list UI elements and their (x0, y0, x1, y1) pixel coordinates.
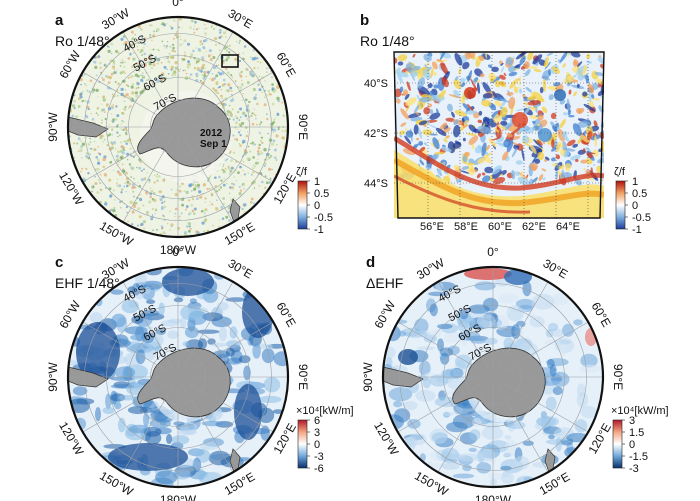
colorbar-tick-label: 1 (314, 176, 320, 188)
colorbar-tick-label: -3 (629, 463, 639, 475)
x-tick-label: 56°E (420, 221, 444, 233)
colorbar-tick-label: 0 (314, 439, 320, 451)
longitude-label: 90°W (46, 112, 60, 142)
colorbar-ramp (612, 419, 623, 469)
longitude-label: 30°E (226, 6, 256, 31)
colorbar-tick-label: 0 (629, 439, 635, 451)
colorbar-tick-label: 0.5 (314, 188, 329, 200)
longitude-label: 30°E (541, 256, 571, 281)
longitude-label: 60°E (274, 50, 299, 80)
antarctica-landmass (452, 347, 546, 418)
colorbar-tick-label: 3 (314, 427, 320, 439)
panel-title: EHF 1/48° (55, 275, 120, 291)
longitude-label: 90°E (296, 364, 310, 390)
colorbar-tick-label: -1.5 (629, 451, 648, 463)
colorbar-tick-label: 1.5 (629, 427, 644, 439)
x-tick-label: 58°E (454, 221, 478, 233)
longitude-label: 180°W (475, 493, 512, 501)
panel-title: Ro 1/48° (360, 33, 415, 49)
antarctica-landmass (137, 347, 231, 418)
y-tick-label: 42°S (364, 128, 388, 140)
x-tick-label: 64°E (556, 221, 580, 233)
colorbar-tick-label: 0 (632, 200, 638, 212)
longitude-label: 0° (487, 245, 499, 259)
colorbar-title: ζ/f (296, 166, 308, 178)
colorbar-title: ×10⁴[kW/m] (611, 405, 669, 417)
panel-letter: b (360, 12, 369, 29)
panel-letter: d (366, 254, 375, 271)
y-tick-label: 40°S (364, 78, 388, 90)
colorbar-tick-label: -6 (314, 463, 324, 475)
polar-map-c: 0°30°E60°E90°E120°E150°E180°W150°W120°W9… (46, 245, 310, 501)
date-annotation-day: Sep 1 (200, 139, 227, 150)
panel-title: Ro 1/48° (55, 33, 110, 49)
map-outer-ring (381, 265, 605, 489)
date-annotation-year: 2012 (200, 128, 223, 139)
longitude-label: 60°E (589, 300, 614, 330)
regional-map-frame (393, 51, 605, 219)
longitude-label: 90°W (46, 362, 60, 392)
colorbar-ramp (297, 419, 308, 469)
colorbar-tick-label: -3 (314, 451, 324, 463)
colorbar-tick-label: 0 (314, 200, 320, 212)
colorbar-ramp (615, 180, 626, 230)
longitude-label: 0° (172, 245, 184, 259)
colorbar-title: ×10⁴[kW/m] (296, 405, 354, 417)
longitude-label: 60°E (274, 300, 299, 330)
antarctica-landmass (137, 97, 231, 168)
polar-map-d: 0°30°E60°E90°E120°E150°E180°W150°W120°W9… (361, 245, 625, 501)
colorbar-title: ζ/f (614, 166, 626, 178)
colorbar-tick-label: -1 (632, 224, 642, 236)
longitude-label: 30°E (226, 256, 256, 281)
colorbar-d: ×10⁴[kW/m]31.50-1.5-3 (611, 405, 669, 475)
colorbar-b: ζ/f 10.50-0.5-1 (614, 166, 651, 236)
zoom-region-box (221, 54, 239, 68)
colorbar-tick-label: 0.5 (632, 188, 647, 200)
panel-letter: c (55, 254, 63, 271)
map-outer-ring (66, 265, 290, 489)
panel-title: ΔEHF (366, 275, 403, 291)
longitude-label: 90°E (611, 364, 625, 390)
panel-letter: a (55, 12, 64, 29)
colorbar-tick-label: -0.5 (632, 212, 651, 224)
colorbar-tick-label: 1 (632, 176, 638, 188)
colorbar-tick-label: -1 (314, 224, 324, 236)
y-tick-label: 44°S (364, 178, 388, 190)
colorbar-c: ×10⁴[kW/m]630-3-6 (296, 405, 354, 475)
longitude-label: 180°W (160, 493, 197, 501)
longitude-label: 180°W (160, 243, 197, 257)
colorbar-tick-label: 6 (314, 415, 320, 427)
map-outer-ring (66, 15, 290, 239)
regional-map-b: 40°S 42°S 44°S 56°E 58°E 60°E 62°E 64°E (364, 51, 605, 233)
colorbar-a: ζ/f 10.50-0.5-1 (296, 166, 333, 236)
longitude-label: 0° (172, 0, 184, 9)
longitude-label: 90°E (296, 114, 310, 140)
colorbar-tick-label: -0.5 (314, 212, 333, 224)
colorbar-tick-label: 3 (629, 415, 635, 427)
colorbar-ramp (297, 180, 308, 230)
x-tick-label: 60°E (488, 221, 512, 233)
x-tick-label: 62°E (522, 221, 546, 233)
longitude-label: 90°W (361, 362, 375, 392)
